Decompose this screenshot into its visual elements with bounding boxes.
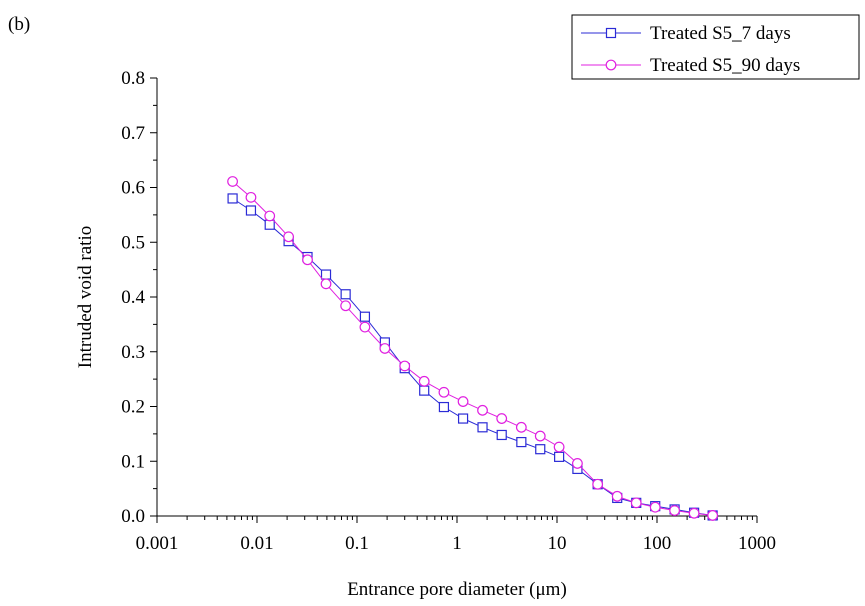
data-point-circle bbox=[553, 441, 565, 453]
data-point-square bbox=[516, 436, 527, 448]
x-tick-label: 1000 bbox=[738, 533, 776, 554]
legend-marker-square bbox=[605, 27, 617, 39]
data-point-circle bbox=[534, 430, 546, 442]
x-tick-label: 10 bbox=[548, 533, 567, 554]
data-point-circle bbox=[418, 375, 430, 387]
data-point-circle bbox=[496, 413, 508, 424]
data-point-circle bbox=[264, 210, 276, 222]
plot-area: 0.001 0.01 0.1 1 10 100 1000 0.00.10.20.30.40.… bbox=[121, 68, 776, 554]
legend-label: Treated S5_7 days bbox=[650, 23, 791, 44]
data-point-circle bbox=[399, 360, 411, 372]
data-point-circle bbox=[688, 507, 700, 519]
data-point-square bbox=[496, 429, 507, 441]
legend-items: Treated S5_7 days Treated S5_90 days bbox=[581, 23, 800, 76]
legend-label: Treated S5_90 days bbox=[650, 55, 800, 76]
data-point-square bbox=[554, 451, 565, 462]
data-point-circle bbox=[457, 396, 469, 407]
data-point-square bbox=[535, 444, 546, 455]
x-tick-label: 100 bbox=[643, 533, 672, 554]
legend-marker-circle bbox=[605, 59, 617, 71]
data-point-circle bbox=[707, 510, 719, 521]
y-tick-label: 0.8 bbox=[121, 68, 145, 89]
legend-box bbox=[571, 14, 860, 80]
data-point-circle bbox=[515, 421, 527, 433]
data-point-circle bbox=[477, 404, 488, 416]
x-tick-label: 0.001 bbox=[136, 533, 179, 554]
series-90-days-line bbox=[232, 181, 713, 516]
y-axis-label: Intruded void ratio bbox=[75, 226, 96, 368]
x-ticks: 0.001 0.01 0.1 1 10 100 1000 bbox=[136, 516, 776, 554]
y-tick-label: 0.2 bbox=[121, 397, 145, 418]
data-point-circle bbox=[649, 501, 661, 513]
data-point-circle bbox=[630, 497, 642, 509]
panel-label: (b) bbox=[8, 14, 30, 35]
data-point-circle bbox=[438, 386, 450, 398]
y-tick-label: 0.5 bbox=[121, 232, 145, 253]
data-point-square bbox=[227, 193, 238, 204]
data-point-square bbox=[359, 311, 371, 322]
data-point-square bbox=[438, 401, 450, 413]
data-point-circle bbox=[669, 505, 681, 516]
data-point-square bbox=[264, 219, 275, 230]
data-point-circle bbox=[227, 176, 238, 187]
x-tick-label: 0.1 bbox=[345, 533, 369, 554]
series-7-days-line bbox=[232, 198, 713, 516]
data-point-square bbox=[320, 269, 332, 280]
data-point-circle bbox=[245, 191, 257, 203]
data-point-square bbox=[477, 422, 488, 433]
data-point-circle bbox=[283, 231, 294, 243]
series-layer bbox=[227, 176, 719, 521]
y-ticks: 0.0 0.1 0.2 0.3 0.4 0.5 0.6 0.7 0.8 bbox=[121, 68, 157, 527]
data-point-circle bbox=[302, 254, 313, 266]
y-tick-label: 0.6 bbox=[121, 178, 145, 199]
data-point-circle bbox=[379, 343, 391, 354]
y-tick-label: 0.0 bbox=[121, 506, 145, 527]
y-tick-label: 0.7 bbox=[121, 123, 145, 144]
data-point-circle bbox=[572, 458, 583, 469]
data-point-circle bbox=[611, 490, 623, 502]
data-point-circle bbox=[340, 300, 352, 312]
legend: Treated S5_7 days Treated S5_90 days bbox=[571, 14, 860, 80]
y-tick-label: 0.3 bbox=[121, 342, 145, 363]
x-tick-label: 0.01 bbox=[240, 533, 273, 554]
data-point-square bbox=[457, 413, 469, 424]
x-tick-label: 1 bbox=[452, 533, 462, 554]
data-point-circle bbox=[320, 278, 332, 290]
x-axis-label: Entrance pore diameter (μm) bbox=[347, 579, 567, 600]
data-point-square bbox=[245, 205, 257, 216]
data-point-circle bbox=[359, 321, 371, 333]
y-tick-label: 0.4 bbox=[121, 287, 145, 308]
data-point-circle bbox=[592, 478, 604, 490]
data-point-square bbox=[419, 385, 430, 396]
y-tick-label: 0.1 bbox=[121, 451, 145, 472]
data-point-square bbox=[340, 289, 351, 300]
